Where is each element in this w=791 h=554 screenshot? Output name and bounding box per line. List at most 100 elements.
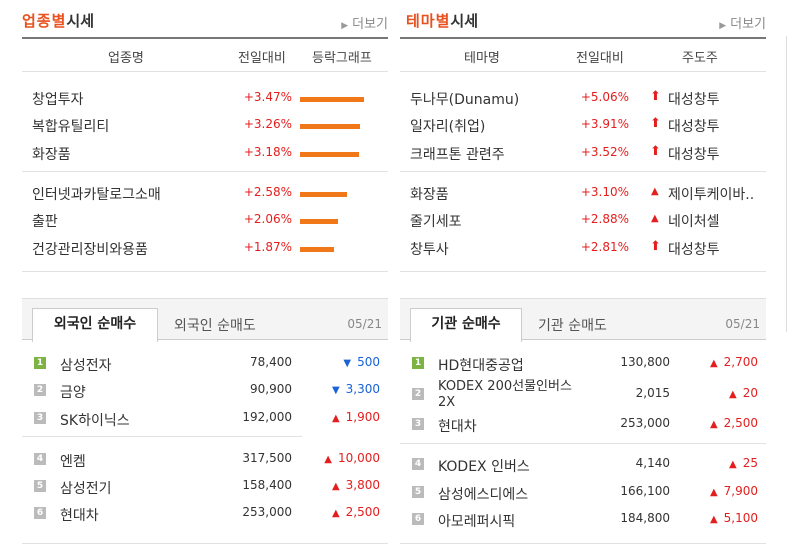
theme-more-link[interactable]: ▶ 더보기 [719,17,766,32]
theme-title-highlight: 테마별 [406,12,451,30]
rank-row[interactable]: 4 KODEX 인버스 4,140 ▲ 25 [400,451,766,478]
theme-table-header: 테마명 전일대비 주도주 [400,39,766,72]
header-divider [400,37,766,39]
date-label: 05/21 [347,317,382,331]
rank-row[interactable]: 5 삼성에스디에스 166,100 ▲ 7,900 [400,479,766,506]
rank-row[interactable]: 6 현대차 253,000 ▲ 2,500 [22,500,388,527]
theme-row[interactable]: 화장품 +3.10% ▲ 제이투케이바.. [400,180,766,207]
triangle-up-icon: ▲ [331,508,340,519]
rank-row[interactable]: 6 아모레퍼시픽 184,800 ▲ 5,100 [400,506,766,533]
stock-name[interactable]: 금양 [60,385,86,401]
sector-more-link[interactable]: ▶ 더보기 [341,17,388,32]
theme-rate: +3.52% [580,145,629,159]
stock-change: ▲ 1,900 [331,410,380,424]
stock-name[interactable]: KODEX 인버스 [438,459,530,475]
theme-leader[interactable]: 대성창투 [668,242,720,258]
chevron-right-icon: ▶ [719,21,727,31]
sector-bar [300,152,359,157]
rank-badge: 3 [412,418,424,430]
col-graph: 등락그래프 [312,51,372,66]
sector-row[interactable]: 복합유틸리티 +3.26% [22,112,388,139]
col-change: 전일대비 [238,51,286,66]
rank-row[interactable]: 3 현대차 253,000 ▲ 2,500 [400,411,766,438]
theme-leader[interactable]: 대성창투 [668,119,720,135]
arrow-up-icon: ⬆ [650,239,661,254]
rank-row[interactable]: 1 삼성전자 78,400 ▼ 500 [22,350,388,377]
sector-name[interactable]: 창업투자 [32,92,84,108]
theme-row[interactable]: 두나무(Dunamu) +5.06% ⬆ 대성창투 [400,85,766,112]
stock-name[interactable]: HD현대중공업 [438,358,524,374]
stock-name[interactable]: 삼성에스디에스 [438,487,529,503]
sector-bar [300,97,364,102]
stock-change: ▲ 2,700 [709,355,758,369]
rank-row[interactable]: 2 KODEX 200선물인버스2X 2,015 ▲ 20 [400,379,766,410]
sector-name[interactable]: 건강관리장비와용품 [32,242,148,258]
date-label: 05/21 [725,317,760,331]
sector-row[interactable]: 창업투자 +3.47% [22,85,388,112]
stock-name[interactable]: 엔켐 [60,454,86,470]
theme-row[interactable]: 창투사 +2.81% ⬆ 대성창투 [400,235,766,262]
theme-rate: +2.81% [580,240,629,254]
sector-title[interactable]: 업종별시세 [22,10,94,31]
theme-name[interactable]: 줄기세포 [410,214,462,230]
theme-row[interactable]: 크래프톤 관련주 +3.52% ⬆ 대성창투 [400,140,766,167]
theme-name[interactable]: 창투사 [410,242,449,258]
stock-name[interactable]: 아모레퍼시픽 [438,514,516,530]
theme-leader[interactable]: 네이처셀 [668,214,720,230]
rank-row[interactable]: 5 삼성전기 158,400 ▲ 3,800 [22,473,388,500]
sector-name[interactable]: 출판 [32,214,58,230]
triangle-up-icon: ▲ [331,413,340,424]
sector-row[interactable]: 화장품 +3.18% [22,140,388,167]
sector-name[interactable]: 인터넷과카탈로그소매 [32,187,161,203]
tab-foreign-net-sell[interactable]: 외국인 순매도 [174,318,256,334]
stock-change: ▲ 7,900 [709,484,758,498]
theme-row[interactable]: 줄기세포 +2.88% ▲ 네이처셀 [400,207,766,234]
theme-row[interactable]: 일자리(취업) +3.91% ⬆ 대성창투 [400,112,766,139]
foreign-tabs: 외국인 순매수 외국인 순매도 05/21 [22,298,388,342]
rank-row[interactable]: 3 SK하이닉스 192,000 ▲ 1,900 [22,405,388,432]
tab-institution-net-buy[interactable]: 기관 순매수 [410,308,522,342]
tab-institution-net-sell[interactable]: 기관 순매도 [538,318,607,334]
theme-leader[interactable]: 제이투케이바.. [668,187,755,203]
sector-row[interactable]: 인터넷과카탈로그소매 +2.58% [22,180,388,207]
stock-price: 78,400 [250,355,292,369]
sector-rate: +3.47% [243,90,292,104]
theme-leader[interactable]: 대성창투 [668,147,720,163]
bottom-divider [400,543,766,544]
stock-name[interactable]: 현대차 [60,508,99,524]
sector-rate: +2.06% [243,212,292,226]
sector-row[interactable]: 출판 +2.06% [22,207,388,234]
stock-name[interactable]: KODEX 200선물인버스2X [438,379,572,410]
section-divider [400,271,766,272]
tab-foreign-net-buy[interactable]: 외국인 순매수 [32,308,158,342]
sector-row[interactable]: 건강관리장비와용품 +1.87% [22,235,388,262]
stock-price: 184,800 [620,511,670,525]
stock-name[interactable]: SK하이닉스 [60,413,130,429]
triangle-up-icon: ▲ [729,459,737,470]
theme-name[interactable]: 두나무(Dunamu) [410,92,520,108]
arrow-up-icon: ⬆ [650,116,661,131]
theme-name[interactable]: 일자리(취업) [410,119,486,135]
stock-name[interactable]: 현대차 [438,419,477,435]
rank-row[interactable]: 4 엔켐 317,500 ▲ 10,000 [22,446,388,473]
sector-name[interactable]: 화장품 [32,147,71,163]
arrow-up-icon: ⬆ [650,144,661,159]
sector-rate: +3.26% [243,117,292,131]
rank-badge: 1 [34,357,46,369]
theme-name[interactable]: 화장품 [410,187,449,203]
stock-name[interactable]: 삼성전기 [60,481,112,497]
stock-name[interactable]: 삼성전자 [60,358,112,374]
theme-rate: +2.88% [580,212,629,226]
rank-row[interactable]: 2 금양 90,900 ▼ 3,300 [22,377,388,404]
theme-leader[interactable]: 대성창투 [668,92,720,108]
triangle-up-icon: ▲ [331,481,340,492]
row-divider [22,436,302,437]
triangle-down-icon: ▼ [331,385,340,396]
col-theme-name: 테마명 [464,51,500,66]
stock-change: ▲ 20 [729,386,758,400]
theme-title[interactable]: 테마별시세 [406,10,478,31]
sector-name[interactable]: 복합유틸리티 [32,119,110,135]
rank-row[interactable]: 1 HD현대중공업 130,800 ▲ 2,700 [400,350,766,377]
theme-name[interactable]: 크래프톤 관련주 [410,147,505,163]
rank-badge: 5 [412,486,424,498]
